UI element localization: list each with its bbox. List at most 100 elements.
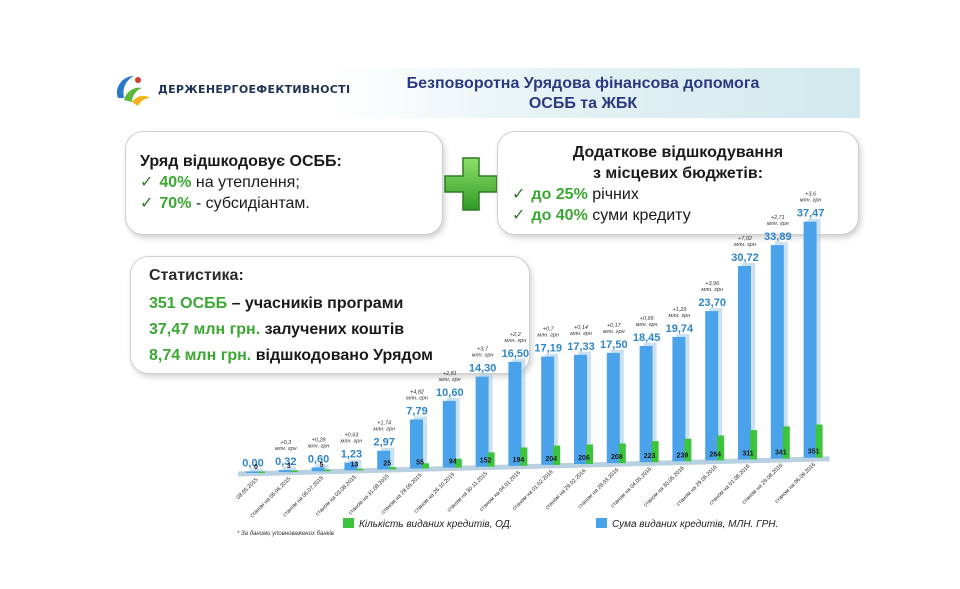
count-bar bbox=[651, 441, 659, 463]
count-bar bbox=[290, 470, 298, 473]
increment-label: +0,95 млн. грн bbox=[636, 316, 658, 328]
count-label: 5 bbox=[320, 462, 324, 469]
sum-bar bbox=[541, 356, 555, 465]
sum-bar bbox=[475, 376, 489, 467]
count-label: 25 bbox=[383, 460, 391, 467]
increment-label: +2,71 млн. грн bbox=[767, 215, 789, 227]
count-label: 152 bbox=[480, 458, 492, 465]
sum-label: 10,60 bbox=[436, 387, 464, 399]
increment-label: +7,02 млн. грн bbox=[734, 236, 756, 248]
check-icon: ✓ bbox=[140, 195, 154, 212]
legend: Кількість виданих кредитів, ОД. Сума вида… bbox=[343, 518, 778, 530]
count-bar bbox=[258, 471, 265, 473]
sum-bar bbox=[377, 450, 391, 470]
increment-label: +2,2 млн. грн bbox=[505, 332, 527, 344]
check-icon: ✓ bbox=[140, 174, 154, 191]
count-label: 351 bbox=[808, 449, 820, 456]
sum-label: 16,50 bbox=[502, 348, 530, 360]
count-bar bbox=[454, 458, 462, 468]
sum-label: 19,74 bbox=[666, 323, 694, 335]
plus-icon bbox=[444, 157, 498, 211]
local-budget-box: Додаткове відшкодування з місцевих бюдже… bbox=[497, 131, 859, 235]
stat-item: 351 ОСББ – учасників програми bbox=[149, 295, 404, 312]
legend-sum-label: Сума виданих кредитів, МЛН. ГРН. bbox=[612, 519, 778, 530]
tick-label: 08.05.2015 bbox=[236, 477, 260, 501]
logo-icon bbox=[116, 76, 150, 106]
sum-bar bbox=[803, 221, 817, 458]
sum-bar bbox=[278, 470, 292, 473]
sum-label: 1,23 bbox=[341, 449, 362, 461]
sum-label: 17,50 bbox=[600, 339, 628, 351]
increment-label: +2,81 млн. грн bbox=[439, 371, 461, 383]
sum-bar bbox=[639, 345, 653, 463]
sum-label: 23,70 bbox=[698, 297, 726, 309]
count-label: 264 bbox=[709, 451, 721, 458]
count-bar bbox=[717, 435, 725, 461]
increment-label: +3,96 млн. грн bbox=[701, 281, 723, 293]
sum-label: 30,72 bbox=[731, 252, 759, 264]
count-label: 311 bbox=[742, 451, 753, 458]
local-item: ✓ до 40% суми кредиту bbox=[512, 207, 691, 224]
legend-count-swatch bbox=[343, 518, 354, 528]
government-compensation-box: Уряд відшкодовує ОСББ: ✓ 40% на утеплення… bbox=[125, 131, 443, 235]
increment-label: +0,28 млн. грн bbox=[308, 437, 330, 449]
stat-item: 8,74 млн грн. відшкодовано Урядом bbox=[149, 347, 433, 364]
footnote: * За даними уповноважених банків bbox=[237, 531, 334, 537]
sum-label: 14,30 bbox=[469, 363, 497, 375]
sum-label: 0,00 bbox=[242, 458, 263, 470]
count-bar bbox=[487, 452, 495, 467]
sum-label: 33,89 bbox=[764, 231, 792, 243]
increment-label: +4,82 млн. грн bbox=[406, 389, 428, 401]
logo: ДЕРЖЕНЕРГОЕФЕКТИВНОСТІ bbox=[112, 72, 350, 108]
legend-sum-swatch bbox=[596, 518, 607, 528]
local-heading-1: Додаткове відшкодування bbox=[572, 144, 784, 161]
increment-label: +1,29 млн. грн bbox=[669, 307, 691, 319]
sum-label: 0,32 bbox=[275, 456, 296, 468]
sum-bar bbox=[508, 361, 522, 466]
count-label: 341 bbox=[775, 450, 787, 457]
count-label: 206 bbox=[578, 455, 590, 462]
sum-bar bbox=[705, 311, 719, 461]
logo-text: ДЕРЖЕНЕРГОЕФЕКТИВНОСТІ bbox=[158, 83, 351, 96]
increment-label: +1,74 млн. грн bbox=[373, 421, 395, 433]
page-title: Безповоротна Урядова фінансова допомога … bbox=[338, 74, 828, 114]
count-label: 13 bbox=[351, 461, 359, 468]
stats-heading: Статистика: bbox=[149, 267, 244, 284]
sum-label: 17,33 bbox=[567, 341, 595, 353]
count-bar bbox=[553, 445, 561, 465]
legend-count-label: Кількість виданих кредитів, ОД. bbox=[359, 519, 512, 530]
sum-label: 2,97 bbox=[373, 437, 394, 449]
count-bar bbox=[684, 438, 692, 462]
count-label: 204 bbox=[545, 456, 557, 463]
title-line-1: Безповоротна Урядова фінансова допомога bbox=[406, 75, 760, 92]
sum-bar bbox=[672, 336, 686, 462]
government-item: ✓ 70% - субсидіантам. bbox=[140, 195, 310, 212]
increment-label: +0,3 млн. грн bbox=[275, 440, 297, 452]
count-bar bbox=[586, 444, 593, 464]
count-label: 208 bbox=[611, 454, 623, 461]
statistics-box: Статистика: 351 ОСББ – учасників програм… bbox=[130, 256, 530, 374]
count-label: 0 bbox=[254, 464, 258, 471]
sum-bar bbox=[246, 471, 259, 473]
count-label: 239 bbox=[677, 452, 689, 459]
sum-bar bbox=[606, 352, 620, 464]
header-band bbox=[330, 68, 860, 118]
sum-bar bbox=[738, 265, 751, 460]
count-bar bbox=[389, 467, 397, 470]
local-item: ✓ до 25% річних bbox=[512, 186, 639, 203]
sum-bar bbox=[344, 462, 358, 471]
local-heading-2: з місцевих бюджетів: bbox=[592, 165, 764, 182]
sum-bar bbox=[311, 467, 325, 472]
increment-label: +0,63 млн. грн bbox=[341, 433, 363, 445]
count-bar bbox=[750, 430, 757, 460]
sum-bar bbox=[410, 419, 423, 469]
sum-bar bbox=[574, 354, 587, 464]
count-label: 94 bbox=[449, 459, 457, 466]
government-item: ✓ 40% на утеплення; bbox=[140, 174, 300, 191]
sum-label: 0,60 bbox=[308, 453, 329, 465]
title-line-2: ОСББ та ЖБК bbox=[528, 95, 638, 112]
government-heading: Уряд відшкодовує ОСББ: bbox=[140, 153, 342, 170]
sum-label: 17,19 bbox=[534, 343, 562, 355]
